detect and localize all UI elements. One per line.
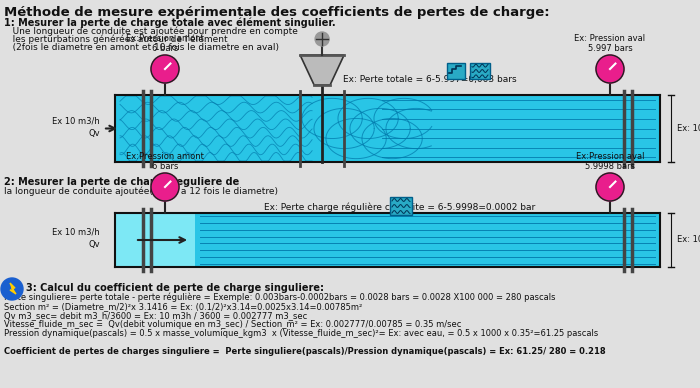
Text: Ex: Pression aval
5.997 bars: Ex: Pression aval 5.997 bars xyxy=(575,34,645,53)
Text: Méthode de mesure expérimentale des coefficients de pertes de charge:: Méthode de mesure expérimentale des coef… xyxy=(4,6,550,19)
Text: Ex:Pression amont
6 bars: Ex:Pression amont 6 bars xyxy=(126,152,204,171)
Circle shape xyxy=(1,278,23,300)
Circle shape xyxy=(315,32,329,46)
Text: 1: Mesurer la perte de charge totale avec élément singulier.: 1: Mesurer la perte de charge totale ave… xyxy=(4,18,335,28)
Bar xyxy=(115,213,195,267)
Text: Ex: 100 mm: Ex: 100 mm xyxy=(677,124,700,133)
Circle shape xyxy=(596,55,624,83)
Bar xyxy=(447,63,465,79)
Bar xyxy=(195,213,660,267)
Circle shape xyxy=(151,173,179,201)
Text: 3: Calcul du coefficient de perte de charge singuliere:: 3: Calcul du coefficient de perte de cha… xyxy=(26,283,324,293)
Bar xyxy=(470,63,490,79)
Text: Ex: Perte totale = 6-5.997=0,003 bars: Ex: Perte totale = 6-5.997=0,003 bars xyxy=(343,75,517,84)
Text: Ex: 100 mm: Ex: 100 mm xyxy=(677,236,700,244)
Text: Ex 10 m3/h: Ex 10 m3/h xyxy=(52,227,100,237)
Text: Coefficient de pertes de charges singuliere =  Perte singuliere(pascals)/Pressio: Coefficient de pertes de charges singuli… xyxy=(4,347,606,356)
Text: Pression dynamique(pascals) = 0.5 x masse_volumique_kgm3  x (Vitesse_fluide_m_se: Pression dynamique(pascals) = 0.5 x mass… xyxy=(4,329,598,338)
Polygon shape xyxy=(10,283,16,294)
Text: les perturbations générées autour de l'élément: les perturbations générées autour de l'é… xyxy=(4,35,228,45)
Circle shape xyxy=(596,173,624,201)
Polygon shape xyxy=(300,55,344,85)
Text: Ex: Perte charge régulière conduite = 6-5.9998=0.0002 bar: Ex: Perte charge régulière conduite = 6-… xyxy=(265,203,536,213)
Bar xyxy=(390,197,412,215)
Text: la longueur de conduite ajoutée(egale a 12 fois le diametre): la longueur de conduite ajoutée(egale a … xyxy=(4,186,278,196)
Text: 2: Mesurer la perte de charge reguliere de: 2: Mesurer la perte de charge reguliere … xyxy=(4,177,239,187)
Text: Ex 10 m3/h: Ex 10 m3/h xyxy=(52,116,100,125)
Bar xyxy=(115,95,660,162)
Text: (2fois le diametre en amont et 10 fois le diametre en aval): (2fois le diametre en amont et 10 fois l… xyxy=(4,43,279,52)
Text: Perte singuliere= perte totale - perte régulière = Exemple: 0.003bars-0.0002bars: Perte singuliere= perte totale - perte r… xyxy=(4,293,556,303)
Text: Ex:Pression amont
6 bars: Ex:Pression amont 6 bars xyxy=(126,34,204,53)
Text: Qv: Qv xyxy=(88,129,100,138)
Text: Qv m3_sec= debit m3_h/3600 = Ex: 10 m3h / 3600 = 0.002777 m3_sec: Qv m3_sec= debit m3_h/3600 = Ex: 10 m3h … xyxy=(4,311,307,320)
Text: Une longueur de conduite est ajoutée pour prendre en compte: Une longueur de conduite est ajoutée pou… xyxy=(4,27,298,36)
Text: Vitesse_fluide_m_sec =  Qv(debit volumique en m3_sec) / Section_m² = Ex: 0.00277: Vitesse_fluide_m_sec = Qv(debit volumiqu… xyxy=(4,320,461,329)
Text: Section m² = (Diametre_m/2)²x 3.1416 = Ex: (0.1/2)²x3.14=0.0025x3.14=0.00785m²: Section m² = (Diametre_m/2)²x 3.1416 = E… xyxy=(4,302,363,311)
Circle shape xyxy=(151,55,179,83)
Text: Qv: Qv xyxy=(88,241,100,249)
Text: Ex:Pression aval
5.9998 bars: Ex:Pression aval 5.9998 bars xyxy=(575,152,644,171)
